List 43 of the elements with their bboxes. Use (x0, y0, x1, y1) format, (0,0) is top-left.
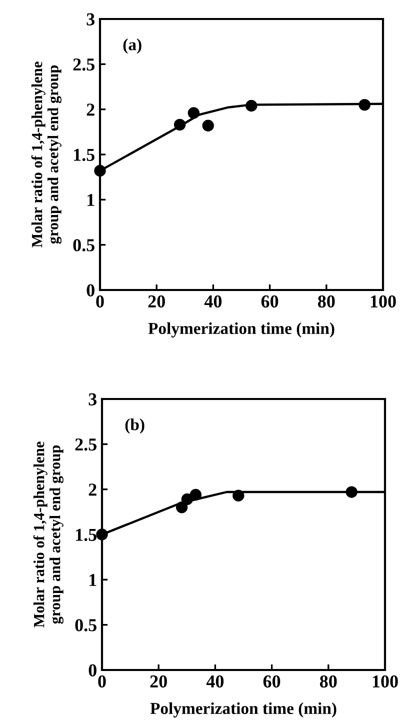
x-tick-label: 60 (261, 295, 278, 308)
point (358, 98, 370, 111)
y-tick-label: 0 (88, 664, 96, 676)
y-tick-label: 1.5 (74, 148, 94, 162)
y-tick-label: 3 (88, 393, 97, 406)
point (232, 490, 244, 502)
x-tick-label: 40 (206, 675, 224, 688)
x-axis-title: Polymerization time (min) (150, 702, 336, 718)
x-tick-label: 80 (320, 675, 337, 688)
x-tick-label: 60 (263, 675, 280, 688)
point (246, 100, 258, 112)
x-tick-label: 100 (372, 675, 398, 688)
y-axis-title: Molar ratio of 1,4-phenylene group and acetyl end group (31, 62, 62, 248)
y-tick-label: 2 (86, 104, 94, 116)
point (174, 118, 186, 131)
y-tick-label: 2.5 (75, 438, 96, 451)
annotation: (b) (125, 418, 144, 434)
y-tick-label: 1.5 (76, 528, 96, 542)
annotation: (a) (123, 38, 142, 54)
x-tick-label: 100 (370, 295, 396, 308)
point (96, 528, 108, 540)
y-tick-label: 2 (88, 484, 96, 496)
y-tick-label: 0.5 (73, 239, 94, 252)
point (94, 164, 106, 177)
point (181, 493, 194, 506)
x-tick-label: 80 (318, 295, 335, 308)
point (202, 120, 214, 132)
y-axis-title: Molar ratio of 1,4-phenylene group and acetyl end group (33, 442, 64, 628)
y-tick-label: 0 (86, 284, 94, 296)
x-tick-label: 0 (98, 675, 106, 688)
y-tick-label: 3 (86, 13, 95, 26)
point (176, 502, 188, 514)
y-tick-label: 0.5 (75, 619, 96, 632)
point (346, 486, 358, 498)
x-tick-label: 20 (150, 675, 167, 688)
x-tick-label: 40 (204, 295, 222, 308)
point (190, 488, 202, 501)
y-tick-label: 2.5 (73, 58, 94, 71)
point (188, 107, 200, 119)
y-tick-label: 1 (88, 194, 94, 206)
x-axis-title: Polymerization time (min) (148, 322, 334, 338)
x-tick-label: 20 (148, 295, 165, 308)
y-tick-label: 1 (90, 574, 96, 586)
